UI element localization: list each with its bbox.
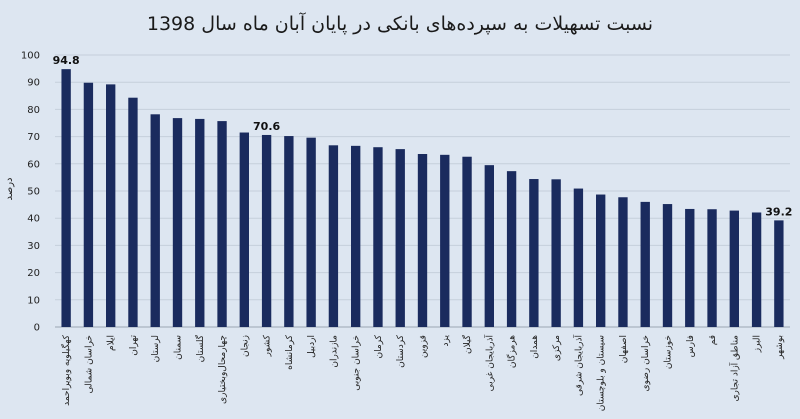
y-tick-label: 30 <box>27 241 40 252</box>
bar <box>195 118 205 327</box>
bar <box>685 208 695 327</box>
bar <box>306 137 316 327</box>
x-tick-label: خراسان رضوی <box>641 335 651 391</box>
bar <box>729 210 739 327</box>
y-tick-label: 100 <box>21 51 40 62</box>
data-label: 39.2 <box>765 205 792 218</box>
bar <box>751 212 762 327</box>
x-tick-label: مرکزی <box>552 335 562 361</box>
x-tick-label: کرمان <box>374 334 384 358</box>
x-tick-label: خراسان جنوبی <box>352 335 362 391</box>
x-tick-label: گیلان <box>461 334 473 354</box>
y-tick-label: 80 <box>27 105 40 116</box>
x-tick-label: کردستان <box>396 334 406 368</box>
x-tick-label: خوزستان <box>664 335 674 369</box>
x-tick-label: خراسان شمالی <box>84 335 94 394</box>
bar <box>328 145 339 327</box>
x-tick-label: یزد <box>441 335 451 347</box>
x-tick-label: همدان <box>530 335 540 359</box>
bar <box>529 179 539 327</box>
bars <box>61 69 784 328</box>
x-tick-label: بوشهر <box>775 335 785 360</box>
x-tick-label: مناطق آزاد تجاری <box>728 335 740 402</box>
x-tick-label: سمنان <box>174 335 184 360</box>
bar <box>417 154 428 327</box>
y-tick-label: 90 <box>27 78 40 89</box>
bar <box>128 97 138 327</box>
chart-title: نسبت تسهیلات به سپرده‌های بانکی در پایان… <box>147 11 653 35</box>
bar <box>351 145 361 327</box>
x-tick-label: اصفهان <box>619 335 629 363</box>
x-tick-label: ایلام <box>107 335 117 351</box>
x-tick-label: اردبیل <box>307 335 317 358</box>
x-tick-label: کرمانشاه <box>285 334 295 370</box>
y-tick-label: 10 <box>27 295 40 306</box>
bar <box>596 194 606 327</box>
x-tick-label: آذربایجان غربی <box>483 335 495 392</box>
x-tick-label: گلستان <box>194 334 206 362</box>
y-tick-label: 50 <box>27 187 40 198</box>
bar <box>261 134 272 327</box>
bar <box>707 209 717 327</box>
bar <box>618 197 628 327</box>
y-axis-label: درصد <box>4 177 15 200</box>
bar <box>484 165 494 327</box>
data-label: 70.6 <box>253 120 280 133</box>
bar <box>239 132 249 327</box>
x-tick-label: تهران <box>129 335 139 356</box>
bar <box>551 179 561 327</box>
bar <box>217 121 227 327</box>
bar <box>462 156 472 327</box>
x-tick-label: چهارمحال‌وبختیاری <box>218 335 228 404</box>
bar <box>640 201 650 327</box>
x-tick-label: مازندران <box>329 335 339 368</box>
bar <box>662 204 673 327</box>
y-tick-label: 60 <box>27 159 40 170</box>
bar <box>506 171 517 327</box>
x-tick-label: قزوین <box>419 335 429 358</box>
bar <box>61 69 71 328</box>
x-tick-label: البرز <box>753 335 763 353</box>
x-tick-label: لرستان <box>151 335 161 362</box>
y-tick-label: 0 <box>34 323 40 334</box>
y-tick-label: 40 <box>27 214 40 225</box>
x-tick-label: قم <box>708 335 718 345</box>
bar <box>83 82 94 327</box>
bar <box>373 147 383 327</box>
x-tick-label: کشور <box>263 334 273 357</box>
y-tick-label: 20 <box>27 268 40 279</box>
x-tick-label: کهگیلویه وبویراحمد <box>60 334 72 406</box>
x-tick-label: فارس <box>686 335 696 357</box>
y-tick-label: 70 <box>27 132 40 143</box>
bar <box>440 154 450 327</box>
bar <box>774 220 784 327</box>
bar <box>395 149 405 327</box>
data-labels: 94.8 70.6 39.2 <box>53 54 793 218</box>
x-tick-label: هرمزگان <box>506 335 518 368</box>
bar <box>573 188 584 327</box>
data-label: 94.8 <box>53 54 80 67</box>
y-axis-ticks: 0 10 20 30 40 50 60 70 80 90 100 <box>21 51 40 334</box>
x-tick-label: آذربایجان شرقی <box>572 335 584 396</box>
x-tick-label: زنجان <box>240 335 250 357</box>
bar <box>172 118 183 327</box>
bar <box>284 136 294 327</box>
bar <box>150 114 160 328</box>
x-tick-label: سیستان و بلوچستان <box>597 335 607 411</box>
bar <box>106 84 116 327</box>
category-labels: کهگیلویه وبویراحمد خراسان شمالی ایلام تهران… <box>60 334 785 411</box>
